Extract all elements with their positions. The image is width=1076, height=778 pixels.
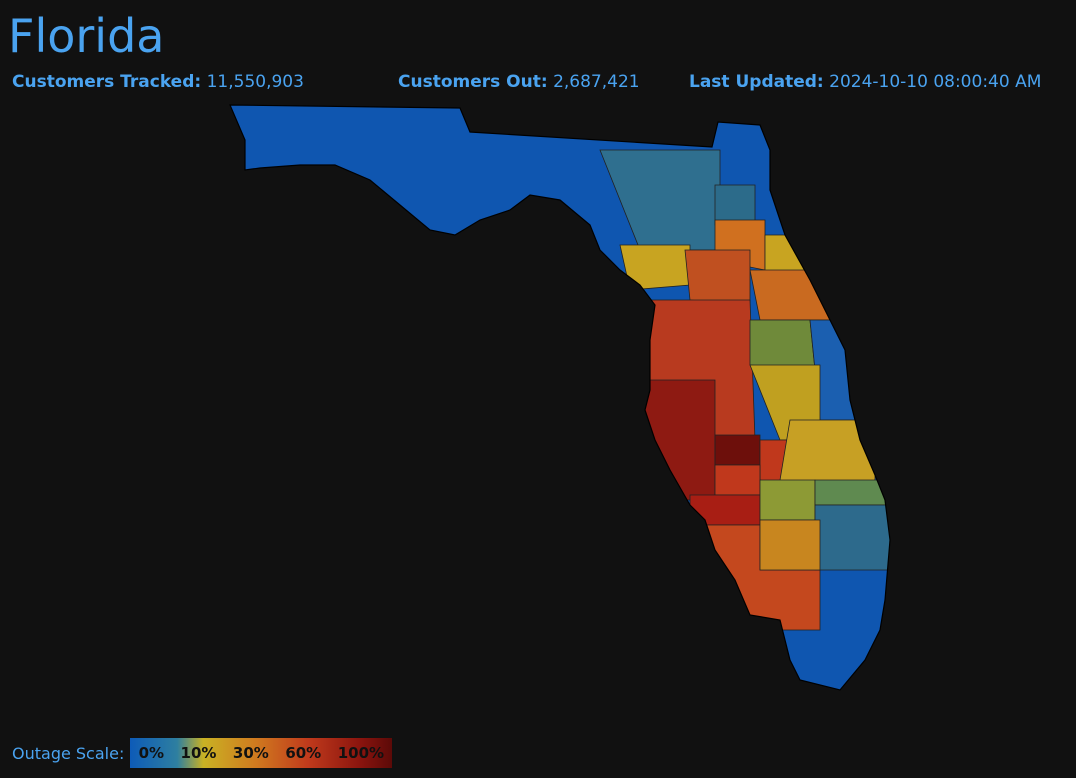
county-region [814,479,890,506]
legend: Outage Scale: 0% 10% 30% 60% 100% [12,738,393,768]
legend-label: 0% [138,744,165,762]
stat-label: Customers Tracked: [12,72,202,92]
county-region [714,464,761,496]
county-region [759,519,821,571]
state-outline [229,104,891,691]
county-region [749,319,816,371]
stat-value: 2,687,421 [553,72,640,92]
stat-label: Customers Out: [398,72,548,92]
county-region [714,184,756,226]
county-region [714,434,761,466]
stat-value: 2024-10-10 08:00:40 AM [829,72,1042,92]
counties [230,105,890,690]
stat-value: 11,550,903 [206,72,304,92]
legend-scale: 0% 10% 30% 60% 100% [130,738,393,768]
county-region [619,244,691,291]
stat: Customers Out: 2,687,421 [398,72,640,92]
stat-label: Last Updated: [689,72,824,92]
legend-label: 30% [232,744,269,762]
legend-label: 60% [285,744,322,762]
county-region [759,479,816,521]
title: Florida [8,9,165,63]
state-map [229,104,891,691]
legend-title: Outage Scale: [12,743,125,763]
county-region [814,504,890,571]
county-region [684,249,751,306]
legend-label: 10% [180,744,217,762]
legend-label: 100% [337,744,385,762]
stat: Customers Tracked: 11,550,903 [12,72,304,92]
county-region [689,494,761,526]
stat: Last Updated: 2024-10-10 08:00:40 AM [689,72,1041,92]
